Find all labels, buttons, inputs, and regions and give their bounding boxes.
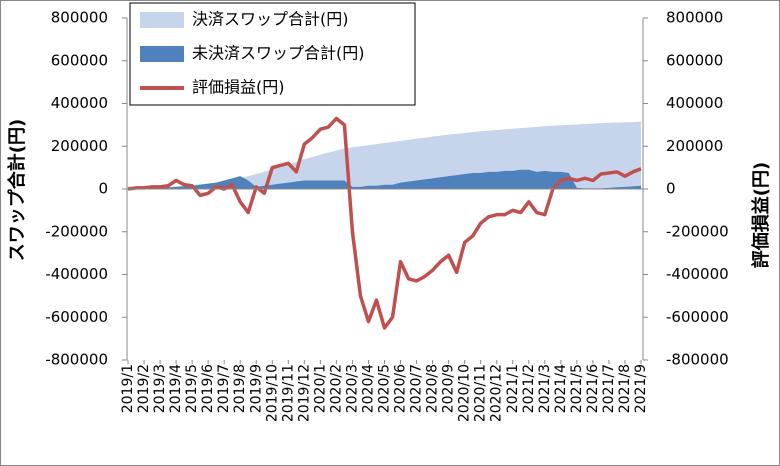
- y-tick-label: 600000: [51, 51, 108, 69]
- y-tick-label: 800000: [51, 9, 108, 27]
- y-axis-title: スワップ合計(円): [6, 119, 28, 261]
- x-tick-label: 2019/3: [152, 364, 168, 413]
- x-tick-label: 2019/5: [184, 364, 200, 413]
- y-tick-label: 400000: [51, 94, 108, 112]
- y2-tick-label: 800000: [666, 9, 723, 27]
- x-tick-label: 2020/2: [328, 364, 344, 413]
- x-tick-label: 2020/9: [441, 364, 457, 413]
- y2-tick-label: -200000: [666, 222, 729, 240]
- x-tick-label: 2019/2: [136, 364, 152, 413]
- x-tick-label: 2021/8: [617, 364, 633, 413]
- x-tick-label: 2020/6: [393, 364, 409, 413]
- legend-swatch: [140, 12, 184, 28]
- y-tick-label: -600000: [45, 308, 108, 326]
- x-tick-label: 2019/12: [296, 364, 312, 422]
- x-tick-label: 2019/10: [264, 364, 280, 422]
- x-tick-label: 2021/7: [601, 364, 617, 413]
- y2-tick-label: -800000: [666, 351, 729, 369]
- y2-axis-title: 評価損益(円): [750, 162, 772, 268]
- x-tick-label: 2020/7: [409, 364, 425, 413]
- y-tick-label: -800000: [45, 351, 108, 369]
- x-tick-label: 2019/4: [168, 364, 184, 413]
- x-tick-label: 2019/8: [232, 364, 248, 413]
- x-tick-label: 2021/5: [569, 364, 585, 413]
- x-tick-label: 2019/11: [280, 364, 296, 422]
- legend-label: 未決済スワップ合計(円): [192, 44, 365, 63]
- y2-tick-label: 400000: [666, 94, 723, 112]
- x-tick-label: 2019/6: [200, 364, 216, 413]
- x-tick-label: 2020/4: [360, 364, 376, 413]
- y2-tick-label: 0: [666, 180, 676, 198]
- y2-tick-label: -400000: [666, 265, 729, 283]
- x-tick-label: 2020/11: [473, 364, 489, 422]
- x-tick-label: 2020/1: [312, 364, 328, 413]
- x-tick-label: 2019/9: [248, 364, 264, 413]
- legend-label: 評価損益(円): [192, 78, 285, 97]
- y-tick-label: -400000: [45, 265, 108, 283]
- x-tick-label: 2021/1: [505, 364, 521, 413]
- x-tick-label: 2020/3: [344, 364, 360, 413]
- y-tick-label: 0: [98, 180, 108, 198]
- y2-tick-label: -600000: [666, 308, 729, 326]
- y2-tick-label: 200000: [666, 137, 723, 155]
- x-tick-label: 2021/6: [585, 364, 601, 413]
- x-tick-label: 2020/12: [489, 364, 505, 422]
- y2-tick-label: 600000: [666, 51, 723, 69]
- x-tick-label: 2021/9: [633, 364, 649, 413]
- x-tick-label: 2020/10: [457, 364, 473, 422]
- x-tick-label: 2019/1: [120, 364, 136, 413]
- x-tick-label: 2019/7: [216, 364, 232, 413]
- legend-swatch: [140, 46, 184, 62]
- area: [128, 169, 641, 189]
- x-tick-label: 2021/3: [537, 364, 553, 413]
- x-tick-label: 2021/4: [553, 364, 569, 413]
- y-tick-label: 200000: [51, 137, 108, 155]
- legend-label: 決済スワップ合計(円): [192, 10, 349, 29]
- y-tick-label: -200000: [45, 222, 108, 240]
- x-tick-label: 2020/5: [377, 364, 393, 413]
- x-tick-label: 2021/2: [521, 364, 537, 413]
- x-tick-label: 2020/8: [425, 364, 441, 413]
